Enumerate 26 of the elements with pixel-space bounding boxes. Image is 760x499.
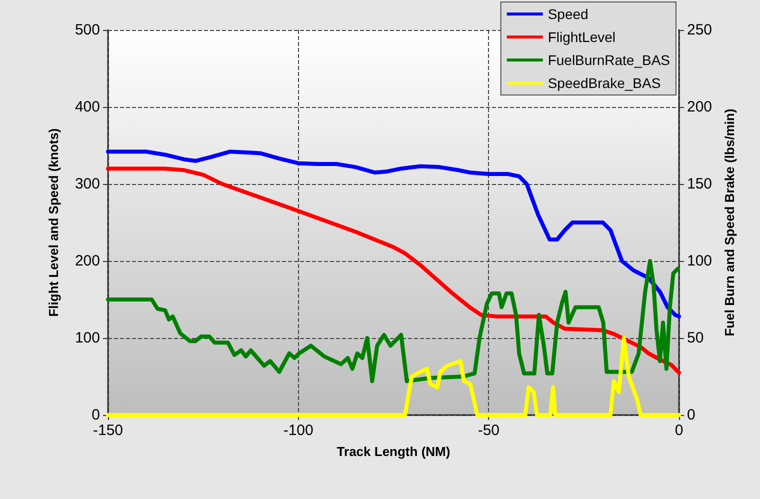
y2-tick-label: 0 [687, 406, 696, 424]
legend-label: FlightLevel [548, 29, 616, 45]
x-tick-label: -50 [478, 422, 500, 439]
legend-label: Speed [548, 6, 588, 22]
y-axis-title: Flight Level and Speed (knots) [46, 128, 61, 317]
y-tick-label: 200 [74, 252, 100, 270]
x-tick-label: 0 [674, 422, 684, 439]
y2-axis-title: Fuel Burn and Speed Brake (lbs/min) [722, 108, 737, 336]
x-tick-label: -100 [283, 422, 314, 439]
y2-tick-label: 50 [687, 330, 704, 346]
x-axis-title: Track Length (NM) [336, 444, 450, 459]
y2-tick-label: 100 [687, 252, 712, 270]
y-tick-label: 400 [74, 98, 100, 116]
y-tick-label: 300 [74, 176, 100, 192]
y2-tick-label: 250 [687, 22, 712, 38]
legend-label: SpeedBrake_BAS [548, 75, 661, 91]
y2-tick-label: 200 [687, 98, 712, 116]
y2-tick-label: 150 [687, 176, 712, 192]
x-tick-label: -150 [92, 422, 124, 439]
legend-label: FuelBurnRate_BAS [548, 52, 670, 68]
y-tick-label: 100 [74, 330, 100, 346]
y-tick-label: 500 [74, 22, 100, 38]
y-tick-label: 0 [92, 406, 100, 424]
line-series [106, 150, 681, 318]
line-series [106, 259, 680, 384]
line-series [106, 166, 681, 375]
